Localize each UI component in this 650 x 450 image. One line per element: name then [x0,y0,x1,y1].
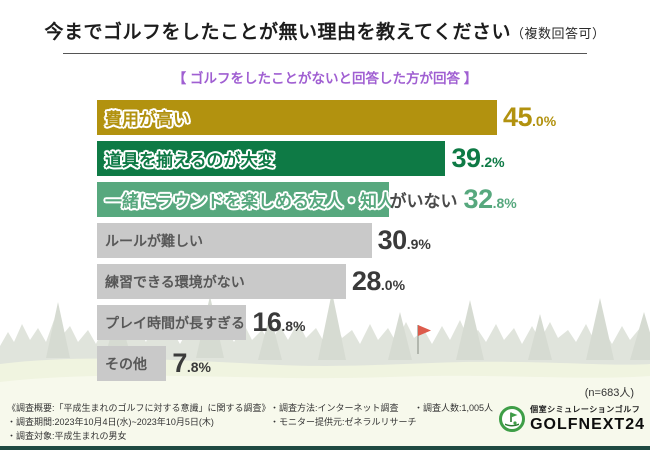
survey-overview: 《調査概要:「平成生まれのゴルフに対する意識」に関する調査》 [7,403,271,413]
bar-label: 一緒にラウンドを楽しめる友人・知人 [105,192,394,211]
bar-row: プレイ時間が長すぎる 16.8% [97,305,650,340]
bar: ルールが難しい [97,223,372,258]
bottom-accent-bar [0,446,650,450]
survey-count-block: ・調査人数:1,005人 [414,402,499,416]
sample-size-note: (n=683人) [584,387,634,399]
bar-value: 30.9% [377,225,431,255]
brand-logo: 個室シミュレーションゴルフ GOLFNEXT24 [499,402,645,434]
brand-text: 個室シミュレーションゴルフ GOLFNEXT24 [530,404,645,434]
bar: その他 [97,346,167,381]
bar-row: 一緒にラウンドを楽しめる友人・知人 がいない 32.8% [97,182,650,217]
bar-value: 45.0% [503,102,557,132]
survey-count: ・調査人数:1,005人 [414,403,494,413]
bar-value: 7.8% [172,348,211,378]
bar-label-overflow: がいない [389,192,458,211]
page-title: 今までゴルフをしたことが無い理由を教えてください（複数回答可） [0,17,650,44]
bar-label: 道具を揃えるのが大変 [105,151,275,170]
bar-row: 費用が高い 45.0% [97,100,650,135]
survey-target: ・調査対象:平成生まれの男女 [7,430,127,441]
bar-row: その他 7.8% [97,346,650,381]
survey-overview-block: 《調査概要:「平成生まれのゴルフに対する意識」に関する調査》 ・調査期間:202… [7,402,271,444]
title-note: （複数回答可） [510,26,606,41]
survey-monitor: ・モニター提供元:ゼネラルリサーチ [270,416,417,427]
bar-label: 費用が高い [105,110,190,129]
brand-tagline: 個室シミュレーションゴルフ [530,405,641,414]
bar-label: プレイ時間が長すぎる [105,314,245,331]
bar-value: 32.8% [463,184,517,214]
bar-value: 28.0% [351,266,406,296]
bar-value: 39.2% [451,143,505,173]
bar-row: ルールが難しい 30.9% [97,223,650,258]
title-divider [63,53,587,54]
survey-period: ・調査期間:2023年10月4日(水)~2023年10月5日(木) [7,416,214,427]
bar: 道具を揃えるのが大変 [97,141,446,176]
bar-row: 練習できる環境がない 28.0% [97,264,650,299]
bar-label: ルールが難しい [105,232,203,249]
bar-label: その他 [105,355,147,372]
survey-method-block: ・調査方法:インターネット調査 ・モニター提供元:ゼネラルリサーチ [270,402,417,430]
footer: 《調査概要:「平成生まれのゴルフに対する意識」に関する調査》 ・調査期間:202… [7,402,645,444]
bar: プレイ時間が長すぎる [97,305,247,340]
brand-name: GOLFNEXT24 [530,416,645,434]
chart-subtitle: 【 ゴルフをしたことがないと回答した方が回答 】 [172,71,478,86]
bar: 練習できる環境がない [97,264,346,299]
bar: 費用が高い [97,100,497,135]
survey-method: ・調査方法:インターネット調査 [270,403,399,413]
title-text: 今までゴルフをしたことが無い理由を教えてください [44,22,511,43]
bar-chart: 費用が高い 45.0% 道具を揃えるのが大変 39.2% 一緒にラウンドを楽しめ… [97,100,650,381]
golf-ball-flag-icon [499,405,526,432]
bar-row: 道具を揃えるのが大変 39.2% [97,141,650,176]
header: 今までゴルフをしたことが無い理由を教えてください（複数回答可） 【 ゴルフをした… [0,0,650,87]
bar: 一緒にラウンドを楽しめる友人・知人 [97,182,394,217]
bar-value: 16.8% [252,307,306,337]
bar-label: 練習できる環境がない [105,273,245,290]
